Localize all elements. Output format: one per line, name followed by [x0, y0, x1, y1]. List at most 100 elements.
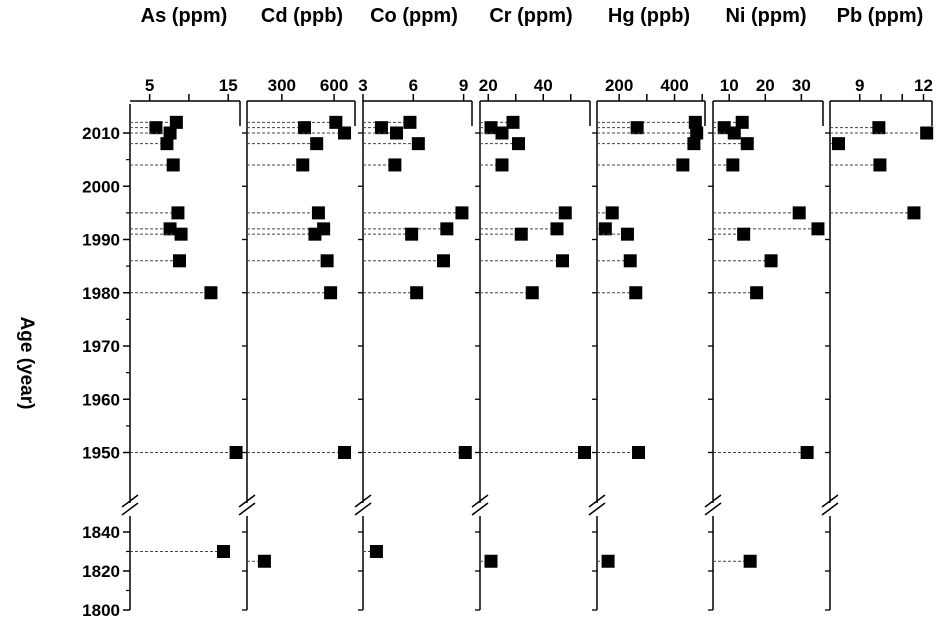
data-point [171, 206, 185, 220]
data-point [163, 222, 177, 236]
data-point [558, 206, 572, 220]
data-point [160, 137, 174, 151]
data-point [320, 254, 334, 268]
axis-break-mark [238, 494, 256, 508]
data-point [484, 554, 498, 568]
data-point [390, 126, 404, 140]
data-point [920, 126, 934, 140]
panel-pb: Pb (ppm) 9 12 [821, 5, 934, 611]
x-tick-label: 15 [219, 76, 238, 95]
x-tick-label: 600 [320, 76, 348, 95]
axis-break-mark [588, 494, 606, 508]
x-tick-label: 30 [792, 76, 811, 95]
data-point [512, 137, 525, 151]
data-point [338, 446, 352, 459]
x-tick-label: 9 [459, 76, 468, 95]
panel-cd: Cd (ppb) 300 600 [238, 5, 356, 611]
data-point [506, 115, 520, 129]
age-axis: 1950 1960 1970 1980 1990 2000 2010 1800 1820 1840 [82, 104, 131, 620]
data-point [601, 554, 615, 568]
data-point [495, 158, 509, 172]
x-tick-label: 40 [534, 76, 553, 95]
data-point [495, 126, 509, 140]
data-point [163, 126, 177, 140]
data-point [311, 206, 325, 220]
data-point [297, 121, 311, 135]
data-point [514, 227, 528, 241]
axis-break-mark [821, 494, 839, 508]
data-point [743, 554, 757, 568]
data-point [405, 227, 419, 241]
data-point [525, 286, 539, 300]
axis-break-mark [354, 502, 372, 516]
data-point [688, 115, 702, 129]
panel-as: As (ppm) 5 15 [121, 5, 243, 558]
data-point [411, 137, 425, 151]
panel-title: As (ppm) [141, 5, 228, 27]
x-tick-label: 20 [756, 76, 775, 95]
panel-cr: Cr (ppm) 20 40 [471, 5, 591, 611]
age-tick-label: 1970 [82, 337, 120, 356]
age-tick-label: 1990 [82, 231, 120, 250]
data-point [324, 286, 338, 300]
data-point [458, 446, 472, 459]
data-point [173, 254, 186, 268]
data-point [550, 222, 564, 236]
axis-break-mark [354, 494, 372, 508]
axis-break-mark [471, 494, 489, 508]
x-tick-label: 3 [358, 76, 367, 95]
data-point [907, 206, 921, 220]
data-point [436, 254, 450, 268]
data-point [174, 227, 188, 241]
panel-title: Pb (ppm) [837, 5, 924, 27]
x-tick-label: 10 [720, 76, 739, 95]
data-point [257, 554, 271, 568]
axis-break-mark [121, 494, 139, 508]
axis-break-mark [704, 494, 722, 508]
age-tick-label: 1800 [82, 601, 120, 620]
age-tick-label: 1840 [82, 523, 120, 542]
x-tick-label: 20 [479, 76, 498, 95]
x-tick-label: 12 [914, 76, 933, 95]
data-point [687, 137, 701, 151]
data-point [388, 158, 402, 172]
data-point [630, 121, 644, 135]
data-point [629, 286, 643, 300]
data-point [440, 222, 454, 236]
data-point [740, 137, 754, 151]
data-point [717, 121, 731, 135]
age-tick-label: 1980 [82, 284, 120, 303]
age-axis-label: Age (year) [16, 317, 37, 410]
data-point [204, 286, 218, 300]
data-point [556, 254, 569, 268]
age-tick-label: 1820 [82, 562, 120, 581]
data-point [676, 158, 690, 172]
data-point [623, 254, 637, 268]
data-point [735, 115, 749, 129]
panel-title: Hg (ppb) [608, 5, 690, 27]
panel-hg: Hg (ppb) 200 400 [588, 5, 706, 611]
data-point [329, 115, 343, 129]
age-tick-label: 2010 [82, 124, 120, 143]
axis-break-mark [704, 502, 722, 516]
axis-break-mark [821, 502, 839, 516]
axis-break-mark [588, 502, 606, 516]
data-point [149, 121, 163, 135]
data-point [308, 227, 322, 241]
data-point [217, 545, 230, 558]
data-point [403, 115, 417, 129]
x-tick-label: 400 [660, 76, 688, 95]
x-tick-label: 300 [268, 76, 296, 95]
data-point [764, 254, 778, 268]
data-point [832, 137, 845, 151]
panel-title: Cr (ppm) [489, 5, 572, 27]
data-point [369, 545, 383, 558]
data-point [605, 206, 619, 220]
data-point [296, 158, 310, 172]
data-point [598, 222, 612, 236]
data-point [169, 115, 183, 129]
data-point [750, 286, 764, 300]
axis-break-mark [238, 502, 256, 516]
panel-title: Cd (ppb) [261, 5, 343, 27]
